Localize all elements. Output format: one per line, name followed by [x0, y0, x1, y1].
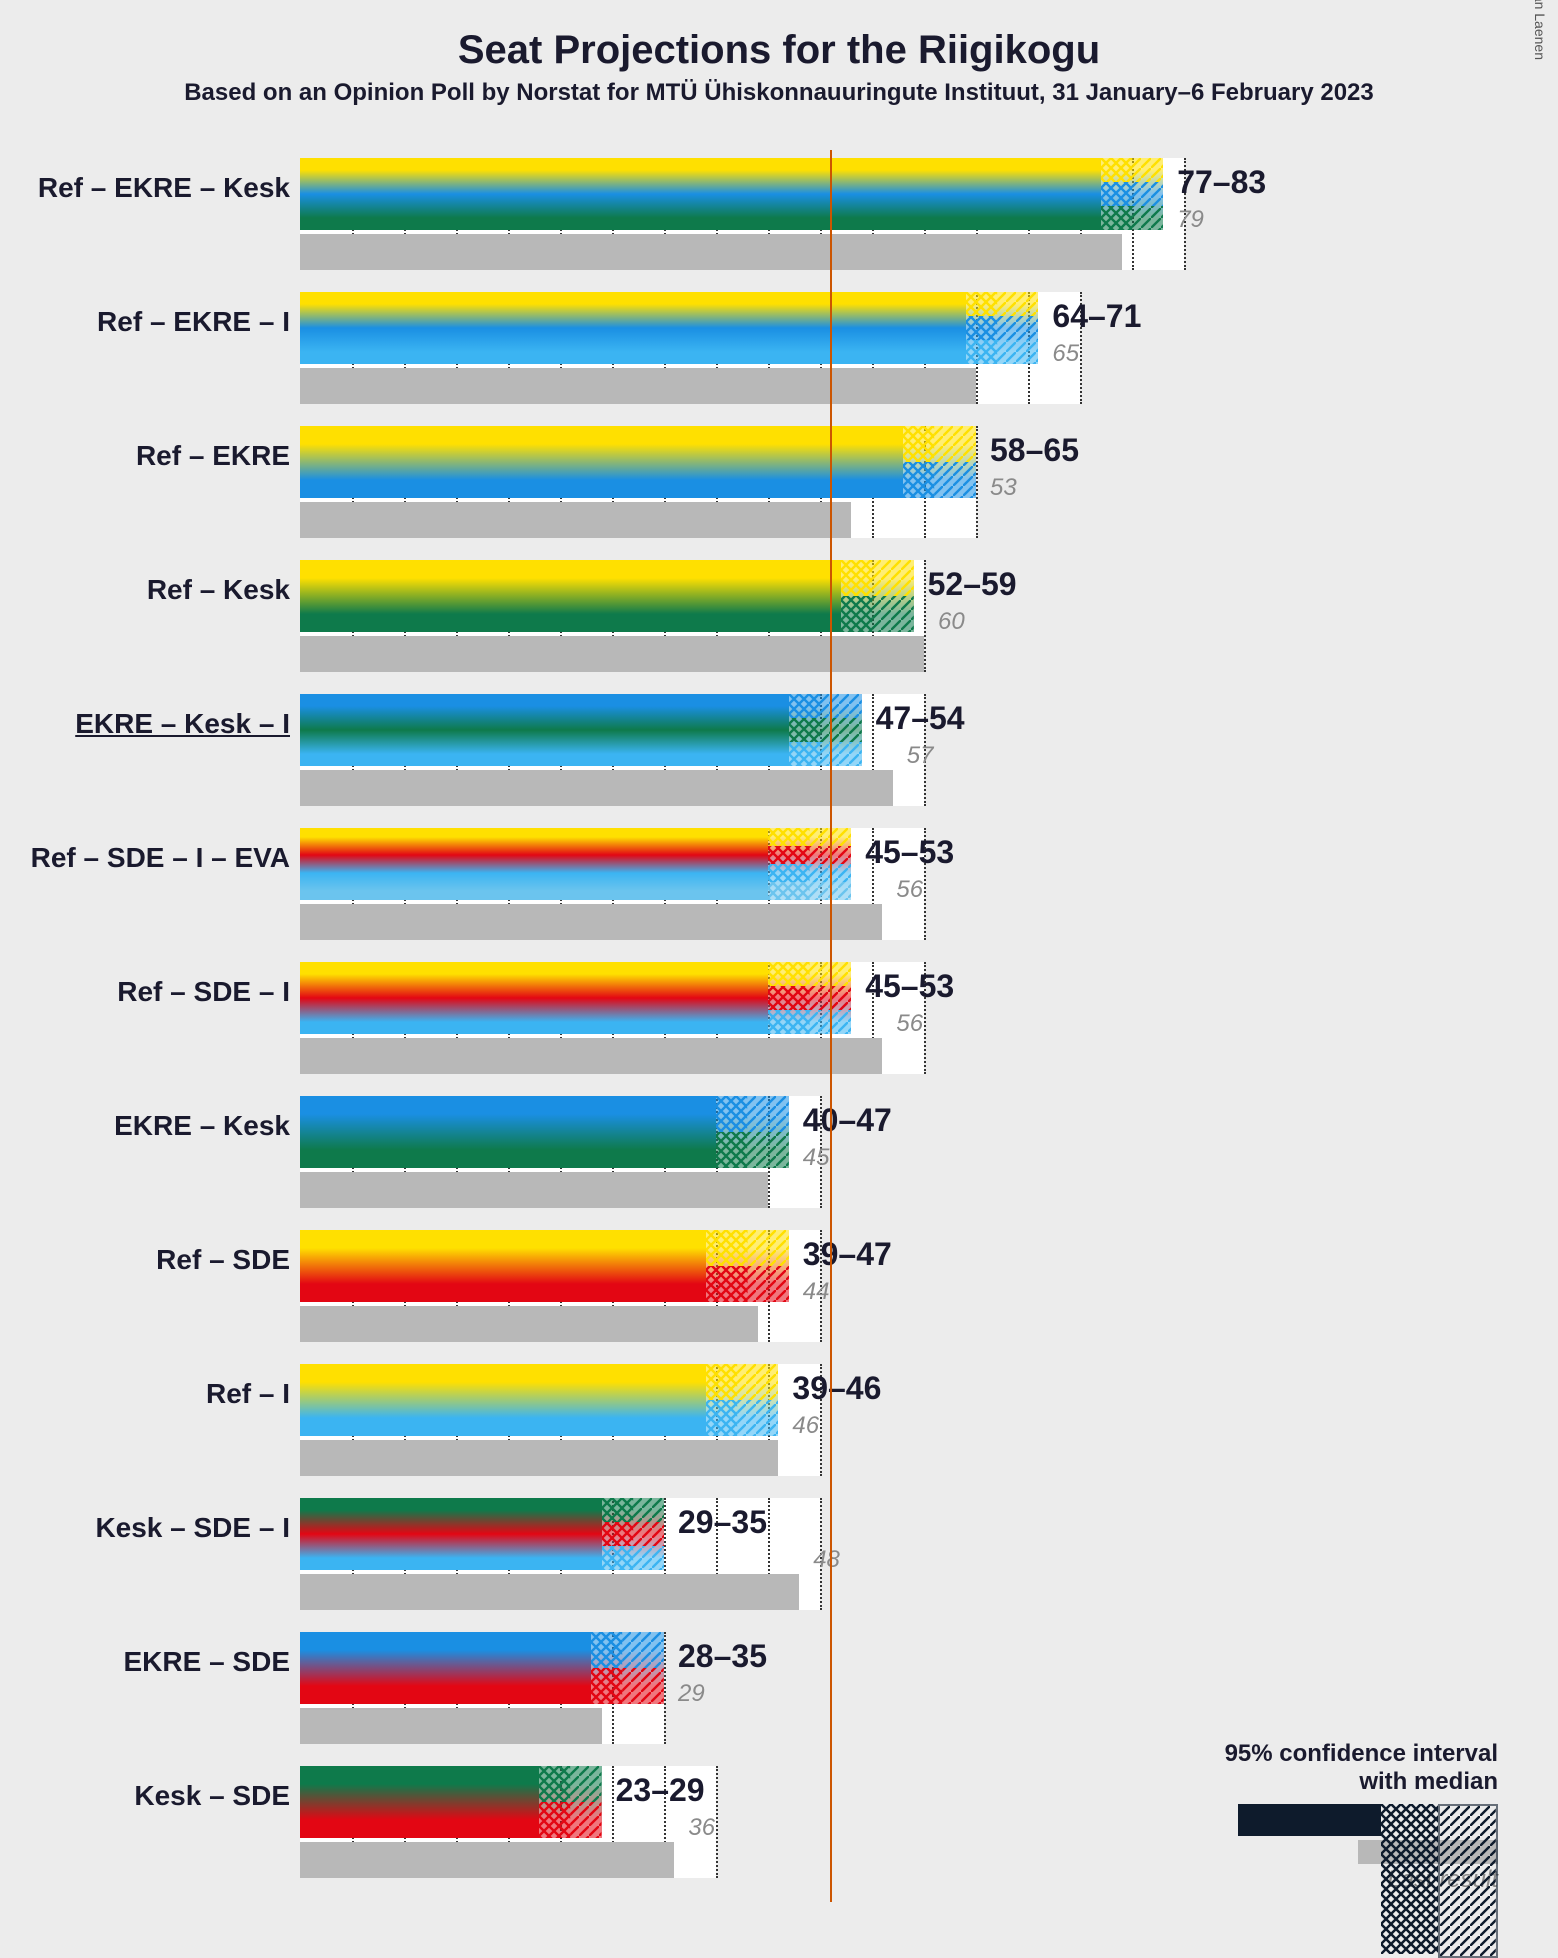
projection-bar	[300, 426, 903, 498]
last-result-label: 53	[990, 474, 1017, 502]
coalition-label: Kesk – SDE – I	[10, 1512, 290, 1544]
last-result-bar	[300, 1574, 799, 1610]
last-result-label: 60	[938, 608, 965, 636]
last-result-bar	[300, 1440, 778, 1476]
projection-bar	[300, 1498, 602, 1570]
last-result-label: 45	[803, 1144, 830, 1172]
chart-subtitle: Based on an Opinion Poll by Norstat for …	[0, 79, 1558, 107]
coalition-row: EKRE – Kesk – I47–5457	[300, 686, 1350, 816]
legend-ci-line2: with median	[1225, 1768, 1498, 1796]
legend: 95% confidence interval with median Last…	[1225, 1740, 1498, 1894]
range-label: 52–59	[928, 566, 1017, 603]
last-result-bar	[300, 904, 882, 940]
range-label: 39–46	[792, 1370, 881, 1407]
range-label: 64–71	[1052, 298, 1141, 335]
coalition-row: Ref – EKRE – Kesk77–8379	[300, 150, 1350, 280]
coalition-row: Ref – EKRE58–6553	[300, 418, 1350, 548]
coalition-row: EKRE – Kesk40–4745	[300, 1088, 1350, 1218]
last-result-label: 29	[678, 1680, 705, 1708]
copyright-text: © 2023 Filip van Laenen	[1532, 0, 1548, 60]
coalition-row: Ref – Kesk52–5960	[300, 552, 1350, 682]
chart-title: Seat Projections for the Riigikogu	[0, 0, 1558, 73]
legend-ci-line1: 95% confidence interval	[1225, 1740, 1498, 1768]
projection-bar	[300, 1766, 539, 1838]
last-result-label: 56	[896, 1010, 923, 1038]
last-result-bar	[300, 770, 893, 806]
range-label: 39–47	[803, 1236, 892, 1273]
coalition-row: Kesk – SDE23–2936	[300, 1758, 1350, 1888]
coalition-label: Ref – Kesk	[10, 574, 290, 606]
legend-crosshatch-icon	[1381, 1804, 1438, 1954]
projection-bar	[300, 1364, 706, 1436]
coalition-label: EKRE – Kesk – I	[10, 708, 290, 740]
range-label: 58–65	[990, 432, 1079, 469]
projection-bar	[300, 828, 768, 900]
coalition-row: Ref – SDE – I – EVA45–5356	[300, 820, 1350, 950]
last-result-bar	[300, 1038, 882, 1074]
last-result-bar	[300, 1708, 602, 1744]
last-result-label: 56	[896, 876, 923, 904]
coalition-label: EKRE – SDE	[10, 1646, 290, 1678]
last-result-label: 65	[1052, 340, 1079, 368]
last-result-bar	[300, 1842, 674, 1878]
projection-bar	[300, 560, 841, 632]
range-label: 28–35	[678, 1638, 767, 1675]
projection-bar	[300, 962, 768, 1034]
coalition-label: EKRE – Kesk	[10, 1110, 290, 1142]
last-result-label: 79	[1177, 206, 1204, 234]
coalition-label: Ref – SDE – I	[10, 976, 290, 1008]
projection-bar	[300, 694, 789, 766]
coalition-label: Ref – I	[10, 1378, 290, 1410]
projection-bar	[300, 158, 1101, 230]
last-result-bar	[300, 502, 851, 538]
last-result-bar	[300, 1306, 758, 1342]
coalition-label: Ref – SDE	[10, 1244, 290, 1276]
coalition-row: Ref – I39–4646	[300, 1356, 1350, 1486]
last-result-label: 44	[803, 1278, 830, 1306]
last-result-bar	[300, 1172, 768, 1208]
projection-bar	[300, 1632, 591, 1704]
coalition-row: Kesk – SDE – I29–3548	[300, 1490, 1350, 1620]
range-label: 47–54	[876, 700, 965, 737]
range-label: 23–29	[616, 1772, 705, 1809]
last-result-label: 36	[688, 1814, 715, 1842]
majority-line	[830, 150, 832, 1902]
range-label: 45–53	[865, 834, 954, 871]
coalition-label: Ref – EKRE – Kesk	[10, 172, 290, 204]
range-label: 40–47	[803, 1102, 892, 1139]
last-result-label: 48	[813, 1546, 840, 1574]
coalition-label: Kesk – SDE	[10, 1780, 290, 1812]
range-label: 77–83	[1177, 164, 1266, 201]
coalition-row: Ref – SDE39–4744	[300, 1222, 1350, 1352]
last-result-bar	[300, 368, 976, 404]
coalition-row: Ref – SDE – I45–5356	[300, 954, 1350, 1084]
coalition-row: Ref – EKRE – I64–7165	[300, 284, 1350, 414]
legend-diagonal-icon	[1438, 1804, 1498, 1958]
coalition-label: Ref – EKRE – I	[10, 306, 290, 338]
coalition-row: EKRE – SDE28–3529	[300, 1624, 1350, 1754]
projection-bar	[300, 292, 966, 364]
range-label: 29–35	[678, 1504, 767, 1541]
coalition-label: Ref – EKRE	[10, 440, 290, 472]
chart-area: Ref – EKRE – Kesk77–8379Ref – EKRE – I64…	[300, 150, 1350, 1892]
coalition-label: Ref – SDE – I – EVA	[10, 842, 290, 874]
legend-swatch	[1238, 1804, 1498, 1836]
last-result-label: 57	[907, 742, 934, 770]
projection-bar	[300, 1230, 706, 1302]
range-label: 45–53	[865, 968, 954, 1005]
last-result-bar	[300, 234, 1122, 270]
last-result-label: 46	[792, 1412, 819, 1440]
projection-bar	[300, 1096, 716, 1168]
